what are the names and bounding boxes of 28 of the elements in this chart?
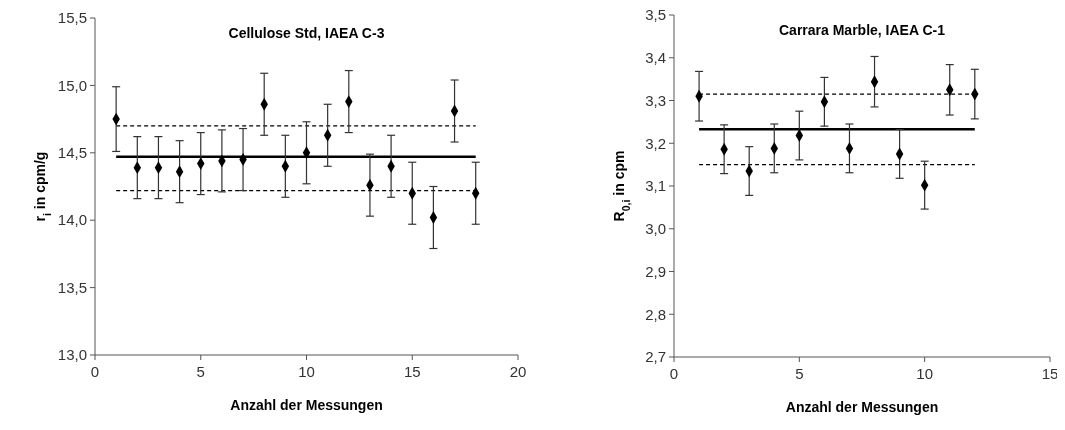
- y-tick-label: 2,7: [645, 348, 666, 366]
- x-tick-label: 0: [669, 365, 679, 382]
- y-tick-label: 15,0: [57, 76, 87, 94]
- x-tick-label: 20: [509, 363, 527, 380]
- y-tick-label: 13,0: [57, 346, 87, 364]
- y-tick-label: 3,1: [645, 177, 666, 195]
- y-tick-label: 2,8: [645, 305, 666, 323]
- x-axis-title: Anzahl der Messungen: [230, 397, 383, 413]
- y-tick-label: 3,4: [645, 49, 666, 66]
- y-tick-label: 2,9: [645, 262, 666, 280]
- y-tick-label: 3,0: [645, 220, 666, 237]
- text: Carrara Marble, IAEA C-1: [779, 22, 946, 38]
- y-tick-label: 14,5: [57, 144, 87, 162]
- x-tick-label: 10: [916, 365, 934, 382]
- x-tick-label: 10: [298, 363, 315, 380]
- x-tick-label: 15: [1041, 365, 1059, 382]
- y-tick-label: 14,0: [57, 211, 87, 229]
- y-tick-label: 3,3: [645, 91, 666, 109]
- y-tick-label: 3,5: [645, 6, 666, 24]
- x-tick-label: 15: [403, 363, 421, 380]
- x-tick-label: 5: [196, 363, 205, 380]
- x-tick-label: 0: [90, 363, 100, 380]
- y-tick-label: 3,2: [645, 134, 666, 152]
- y-tick-label: 13,5: [57, 278, 87, 296]
- x-axis-title: Anzahl der Messungen: [785, 399, 939, 415]
- x-tick-label: 5: [795, 365, 804, 382]
- y-tick-label: 15,5: [57, 9, 87, 27]
- text: Cellulose Std, IAEA C-3: [228, 25, 385, 41]
